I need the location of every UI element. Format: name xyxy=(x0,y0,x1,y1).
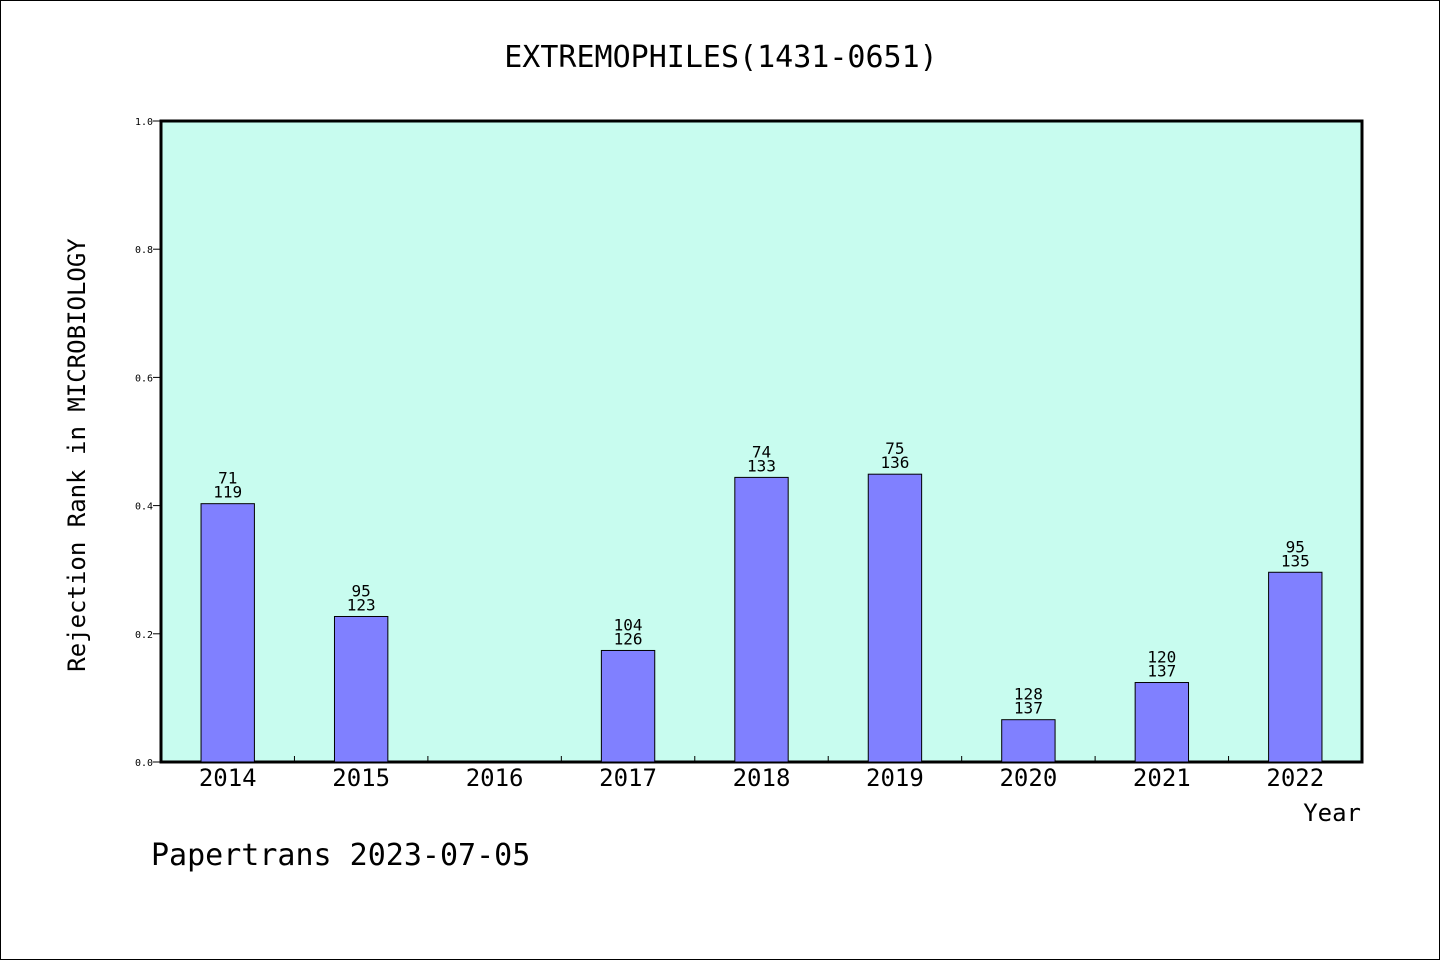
bar-2015 xyxy=(333,615,389,763)
bar-2018 xyxy=(734,476,789,763)
y-tick-label: 0.8 xyxy=(135,245,153,256)
bar-label-bottom: 123 xyxy=(347,595,376,614)
bar-label-bottom: 136 xyxy=(880,453,909,472)
bar-label-top: 75 xyxy=(885,439,904,458)
y-tick-label: 0.6 xyxy=(135,373,153,384)
y-tick-label: 0.4 xyxy=(135,502,153,513)
x-axis: 2014 2015 2016 2017 2018 2019 2020 2021 2022 xyxy=(199,756,1324,792)
bar-label-top: 95 xyxy=(352,581,371,600)
bar-2014 xyxy=(200,503,255,763)
x-tick-label: 2017 xyxy=(599,764,657,792)
y-tick-label: 1.0 xyxy=(135,117,153,128)
x-tick-label: 2022 xyxy=(1266,764,1324,792)
bar-label-top: 95 xyxy=(1286,537,1305,556)
bar-label-top: 104 xyxy=(614,615,643,634)
x-tick-label: 2019 xyxy=(866,764,924,792)
bar-label-bottom: 137 xyxy=(1014,699,1043,718)
bar-2017 xyxy=(600,649,656,763)
bar-label-top: 120 xyxy=(1147,648,1176,667)
bar-label-bottom: 133 xyxy=(747,456,776,475)
footer-credit: Papertrans 2023-07-05 xyxy=(151,838,530,873)
chart-title: EXTREMOPHILES(1431-0651) xyxy=(504,40,937,75)
bar-label-top: 71 xyxy=(218,469,237,488)
bar-label-bottom: 135 xyxy=(1281,551,1310,570)
x-tick-label: 2015 xyxy=(332,764,390,792)
bar-2019 xyxy=(867,473,923,763)
y-tick-label: 0.0 xyxy=(135,758,153,769)
bar-label-bottom: 137 xyxy=(1147,662,1176,681)
bars-group: 7111995123104126741337513612813712013795… xyxy=(200,439,1323,763)
bar-label-top: 128 xyxy=(1014,685,1043,704)
x-tick-label: 2016 xyxy=(466,764,524,792)
bar-label-bottom: 119 xyxy=(213,483,242,502)
y-axis-label: Rejection Rank in MICROBIOLOGY xyxy=(63,238,91,672)
bar-2022 xyxy=(1268,571,1323,763)
y-axis: 0.0 0.2 0.4 0.6 0.8 1.0 xyxy=(135,117,161,769)
x-tick-label: 2021 xyxy=(1133,764,1191,792)
bar-2020 xyxy=(1001,719,1056,763)
bar-label-top: 74 xyxy=(752,442,771,461)
y-tick-label: 0.2 xyxy=(135,630,153,641)
bar-label-bottom: 126 xyxy=(614,629,643,648)
x-tick-label: 2018 xyxy=(733,764,791,792)
bar-2021 xyxy=(1134,682,1190,763)
x-tick-label: 2014 xyxy=(199,764,257,792)
x-axis-label: Year xyxy=(1303,799,1361,827)
x-tick-label: 2020 xyxy=(999,764,1057,792)
